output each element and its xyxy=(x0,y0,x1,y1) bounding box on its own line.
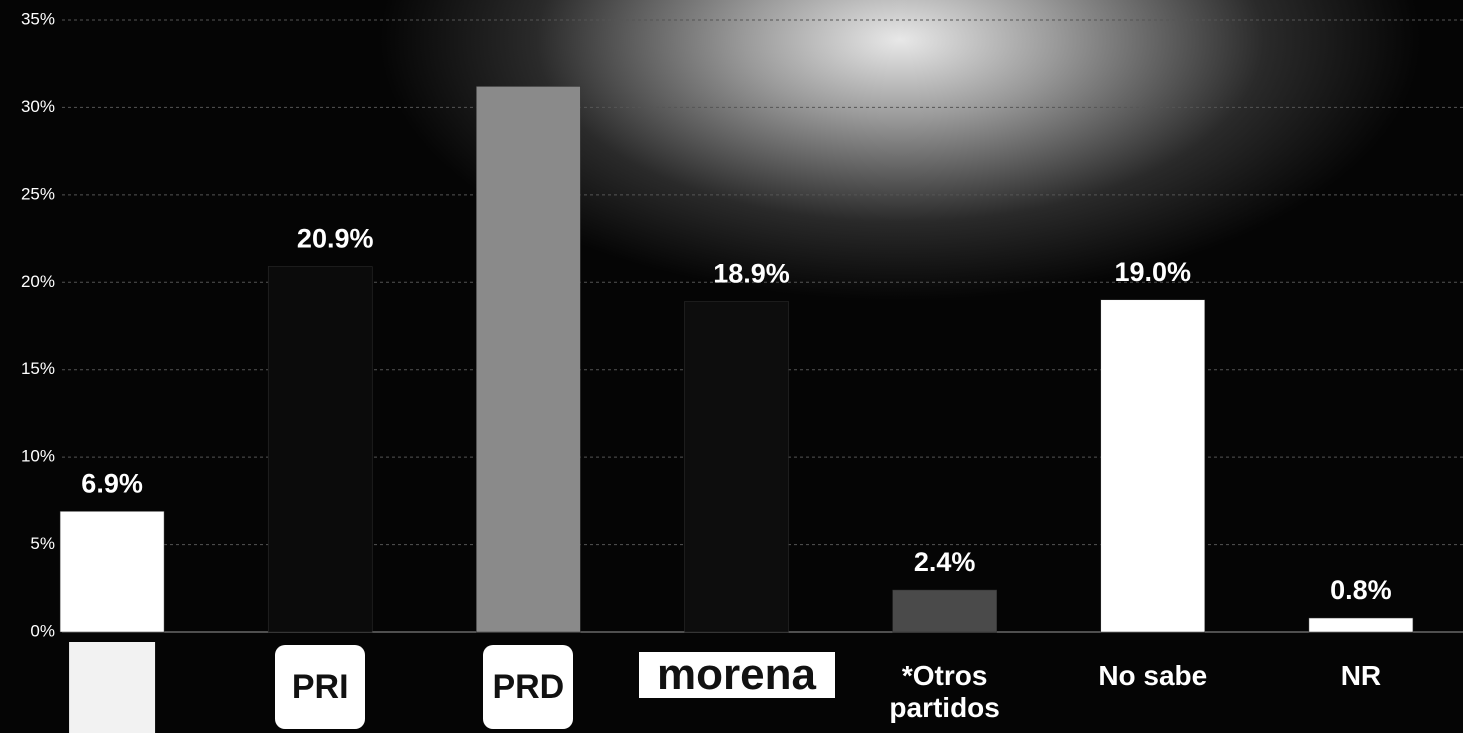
y-tick-label: 5% xyxy=(30,534,55,553)
bar xyxy=(1309,618,1413,632)
y-tick-label: 35% xyxy=(21,9,55,28)
bar xyxy=(685,302,789,632)
y-tick-label: 10% xyxy=(21,447,55,466)
x-tick-label: *Otros partidos xyxy=(885,660,1005,724)
value-label: 2.4% xyxy=(914,547,976,577)
bar xyxy=(1101,300,1205,632)
chart: 0% 5% 10% 15% 20% 25% 30% 35% 6.9% 20.9% 18.9% 2.4%… xyxy=(0,0,1463,733)
plot: 0% 5% 10% 15% 20% 25% 30% 35% 6.9% 20.9% 18.9% 2.4%… xyxy=(0,0,1463,733)
y-tick-label: 30% xyxy=(21,97,55,116)
bar xyxy=(476,86,580,632)
value-label: 6.9% xyxy=(81,468,143,498)
y-tick-label: 20% xyxy=(21,272,55,291)
y-tick-label: 15% xyxy=(21,359,55,378)
x-tick-label: PRD xyxy=(483,645,573,729)
value-label: 19.0% xyxy=(1115,257,1192,287)
x-tick-label: PRI xyxy=(275,645,365,729)
y-tick-label: 25% xyxy=(21,184,55,203)
x-tick-label: NR xyxy=(1286,660,1436,692)
x-tick-label: morena xyxy=(639,652,835,698)
bar xyxy=(893,590,997,632)
value-label: 0.8% xyxy=(1330,575,1392,605)
x-tick-label: No sabe xyxy=(1078,660,1228,692)
value-label: 20.9% xyxy=(297,224,374,254)
bar xyxy=(60,511,164,632)
value-label: 18.9% xyxy=(713,259,790,289)
logo-placeholder xyxy=(69,642,155,733)
bar xyxy=(268,267,372,632)
y-tick-label: 0% xyxy=(30,621,55,640)
